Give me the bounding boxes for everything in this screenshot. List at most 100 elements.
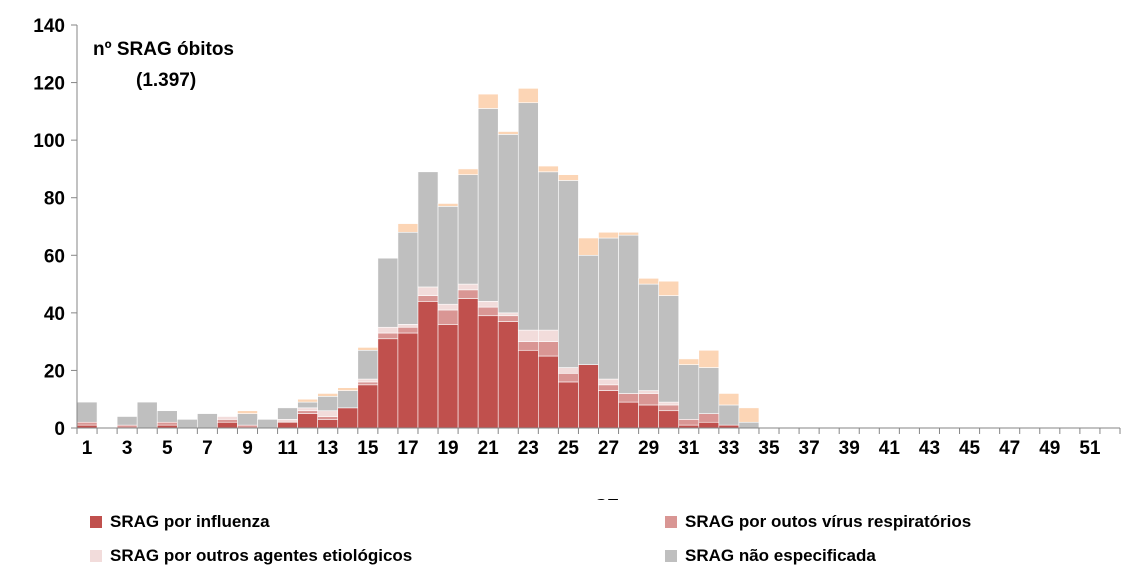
bar-influenza-se-24 (538, 355, 559, 429)
bar-outros_agentes-se-21 (477, 301, 499, 308)
bar-outros_agentes-se-23 (517, 329, 539, 342)
bar-influenza-se-25 (558, 381, 579, 429)
bar-nao_especificada-se-14 (337, 390, 359, 409)
bar-top-se-20 (457, 168, 479, 175)
bar-influenza-se-28 (618, 401, 639, 429)
x-tick-label-19: 19 (437, 438, 458, 459)
bar-top-se-14 (337, 387, 359, 391)
bar-outros_virus-se-32 (698, 413, 720, 423)
bar-top-se-15 (357, 347, 379, 351)
bar-nao_especificada-se-15 (357, 349, 379, 380)
bar-nao_especificada-se-30 (658, 295, 680, 403)
bars-layer (76, 88, 760, 429)
bar-top-se-27 (598, 231, 619, 239)
y-tick-label-60: 60 (44, 246, 65, 267)
bar-outros_virus-se-16 (377, 332, 399, 340)
x-tick-label-35: 35 (758, 438, 780, 459)
bar-outros_virus-se-15 (357, 381, 379, 386)
legend-label-nao-especificada: SRAG não especificada (685, 546, 876, 565)
bar-outros_agentes-se-18 (417, 286, 439, 296)
bar-outros_virus-se-13 (317, 416, 339, 420)
legend-item-outros-virus: SRAG por outos vírus respiratórios (665, 512, 971, 532)
bar-influenza-se-32 (698, 421, 720, 429)
annotation-line-2: (1.397) (136, 70, 196, 91)
bar-top-se-28 (618, 231, 639, 236)
bar-nao_especificada-se-10 (257, 419, 278, 429)
bar-outros_virus-se-22 (497, 315, 519, 322)
bar-influenza-se-26 (578, 364, 599, 429)
x-tick-label-15: 15 (357, 438, 379, 459)
x-tick-label-39: 39 (839, 438, 860, 459)
legend-item-influenza: SRAG por influenza (90, 512, 270, 532)
bar-outros_virus-se-8 (217, 419, 238, 423)
bar-nao_especificada-se-19 (437, 206, 459, 305)
bar-influenza-se-29 (638, 404, 659, 429)
bar-nao_especificada-se-4 (136, 401, 158, 429)
bar-nao_especificada-se-31 (678, 364, 700, 420)
bar-influenza-se-30 (658, 410, 680, 429)
bar-influenza-se-23 (517, 349, 539, 429)
bar-outros_virus-se-31 (678, 419, 700, 426)
legend-swatch-outros-virus (665, 516, 677, 528)
bar-outros_agentes-se-22 (497, 312, 519, 317)
bar-outros_agentes-se-16 (377, 326, 399, 334)
bar-top-se-32 (698, 349, 720, 368)
bar-nao_especificada-se-25 (558, 180, 579, 368)
bar-top-se-19 (437, 203, 459, 207)
y-tick-label-20: 20 (44, 361, 65, 382)
legend-swatch-nao-especificada (665, 550, 677, 562)
bar-influenza-se-21 (477, 315, 499, 429)
bar-outros_virus-se-20 (457, 289, 479, 299)
bar-nao_especificada-se-3 (116, 416, 138, 426)
y-tick-label-40: 40 (44, 304, 65, 325)
bar-top-se-29 (638, 278, 659, 285)
y-tick-label-80: 80 (44, 189, 65, 210)
bar-outros_agentes-se-30 (658, 401, 680, 406)
x-tick-label-1: 1 (82, 438, 93, 459)
legend-label-outros-agentes: SRAG por outros agentes etiológicos (110, 546, 413, 565)
bar-nao_especificada-se-11 (277, 407, 298, 420)
bar-nao_especificada-se-1 (76, 401, 98, 423)
bar-outros_virus-se-5 (156, 421, 178, 426)
bar-influenza-se-19 (437, 324, 459, 429)
y-tick-label-100: 100 (33, 131, 65, 152)
bar-nao_especificada-se-29 (638, 283, 659, 391)
bar-nao_especificada-se-18 (417, 171, 439, 288)
bar-outros_agentes-se-19 (437, 303, 459, 311)
x-tick-label-51: 51 (1079, 438, 1101, 459)
x-tick-label-23: 23 (518, 438, 539, 459)
y-tick-label-140: 140 (33, 16, 65, 37)
x-tick-label-37: 37 (799, 438, 820, 459)
bar-outros_virus-se-30 (658, 404, 680, 412)
x-tick-label-27: 27 (598, 438, 619, 459)
bar-top-se-9 (237, 410, 258, 414)
y-tick-label-0: 0 (54, 419, 65, 440)
bar-outros_virus-se-23 (517, 341, 539, 351)
x-tick-label-49: 49 (1039, 438, 1060, 459)
legend-item-outros-agentes: SRAG por outros agentes etiológicos (90, 546, 412, 566)
bar-nao_especificada-se-27 (598, 237, 619, 380)
bar-top-se-34 (738, 407, 760, 423)
bar-nao_especificada-se-24 (538, 171, 559, 331)
x-tick-label-13: 13 (317, 438, 338, 459)
bar-nao_especificada-se-9 (237, 413, 258, 426)
bar-nao_especificada-se-26 (578, 254, 599, 365)
y-tick-label-120: 120 (33, 74, 65, 95)
bar-influenza-se-8 (217, 421, 238, 429)
bar-top-se-12 (297, 398, 318, 403)
bar-influenza-se-13 (317, 419, 339, 429)
x-tick-label-17: 17 (397, 438, 418, 459)
bar-outros_virus-se-29 (638, 393, 659, 406)
bar-nao_especificada-se-17 (397, 231, 419, 325)
bar-outros_virus-se-28 (618, 393, 639, 403)
legend-swatch-outros-agentes (90, 550, 102, 562)
bar-outros_virus-se-21 (477, 306, 499, 317)
bar-outros_agentes-se-13 (317, 410, 339, 417)
bar-outros_agentes-se-20 (457, 283, 479, 291)
bar-outros_virus-se-18 (417, 295, 439, 302)
x-tick-label-7: 7 (202, 438, 213, 459)
bar-outros_agentes-se-27 (598, 378, 619, 386)
bar-nao_especificada-se-6 (176, 419, 198, 429)
